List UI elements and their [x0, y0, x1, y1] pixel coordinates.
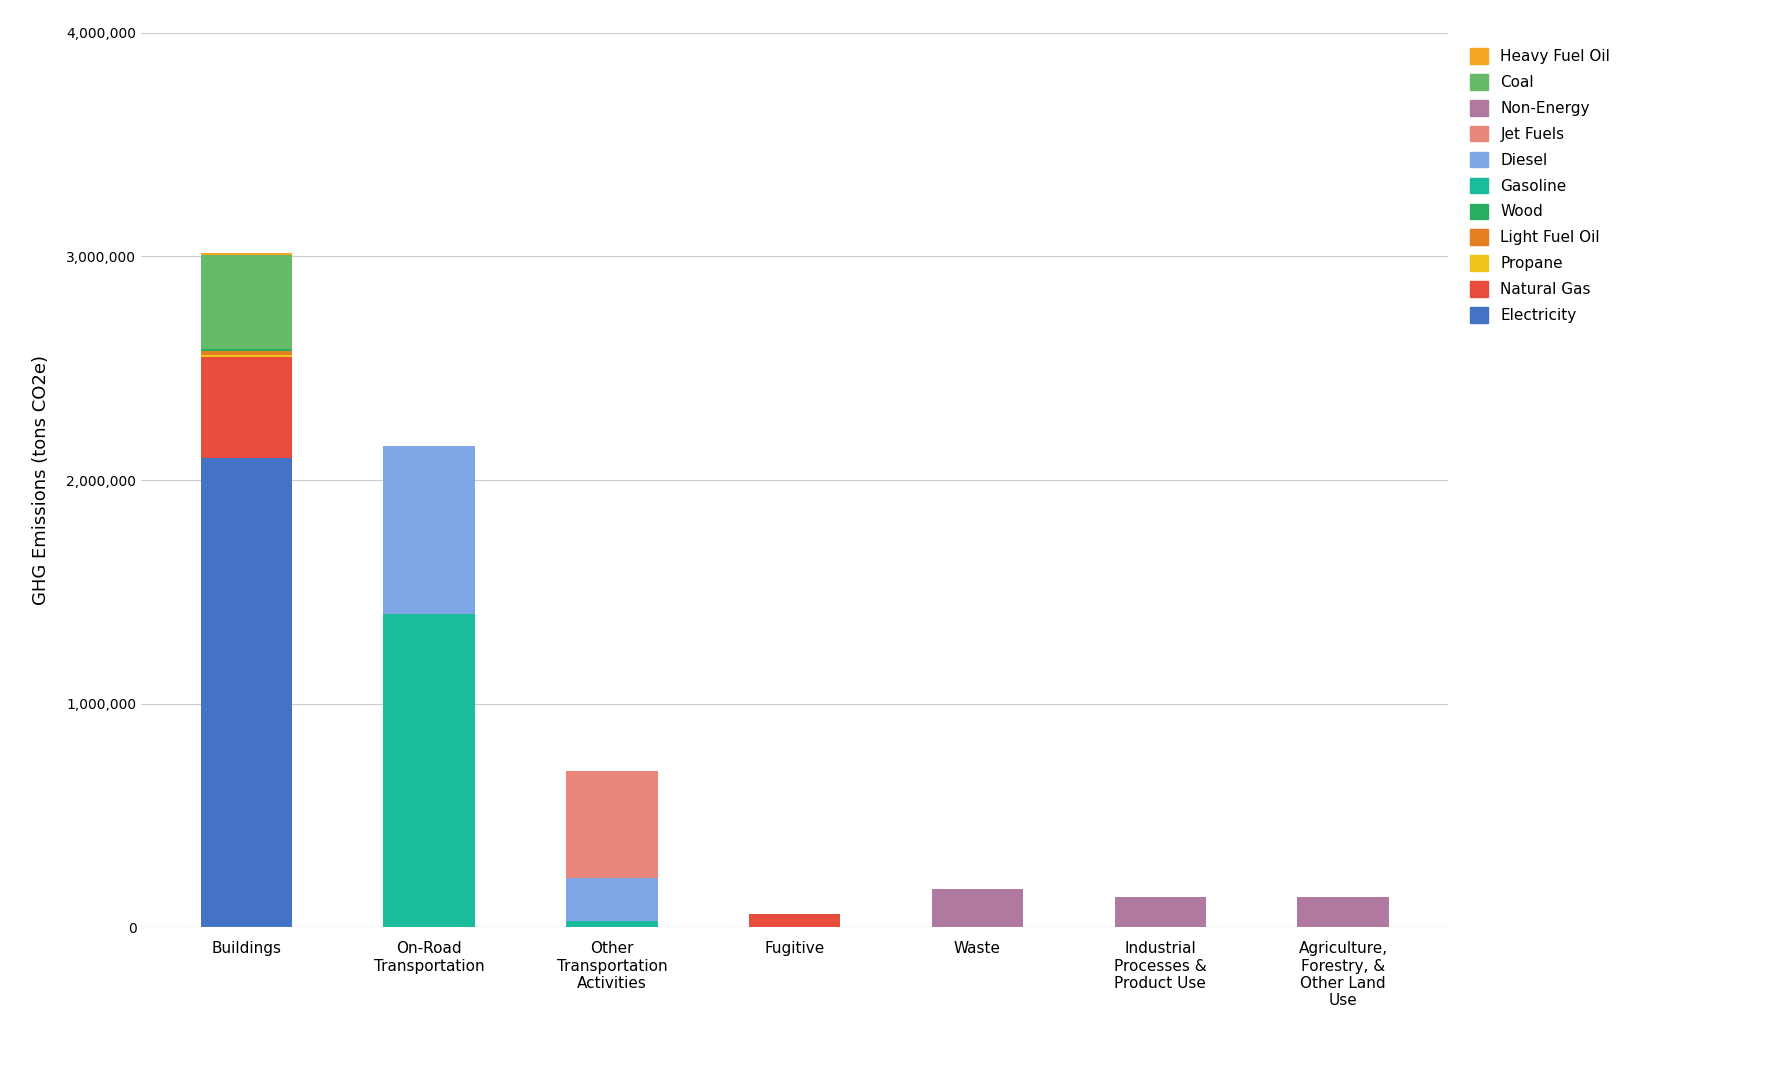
Bar: [201, 348, 291, 351]
Bar: [201, 351, 291, 356]
Bar: [567, 921, 657, 927]
Bar: [1114, 897, 1206, 927]
Bar: [567, 770, 657, 878]
Bar: [749, 914, 841, 927]
Bar: [201, 357, 291, 458]
Bar: [201, 356, 291, 357]
Bar: [383, 446, 475, 614]
Bar: [201, 254, 291, 348]
Bar: [383, 614, 475, 927]
Bar: [201, 253, 291, 254]
Bar: [201, 458, 291, 927]
Bar: [567, 878, 657, 921]
Legend: Heavy Fuel Oil, Coal, Non-Energy, Jet Fuels, Diesel, Gasoline, Wood, Light Fuel : Heavy Fuel Oil, Coal, Non-Energy, Jet Fu…: [1462, 40, 1618, 331]
Bar: [932, 889, 1023, 927]
Bar: [1298, 897, 1388, 927]
Y-axis label: GHG Emissions (tons CO2e): GHG Emissions (tons CO2e): [32, 355, 49, 606]
